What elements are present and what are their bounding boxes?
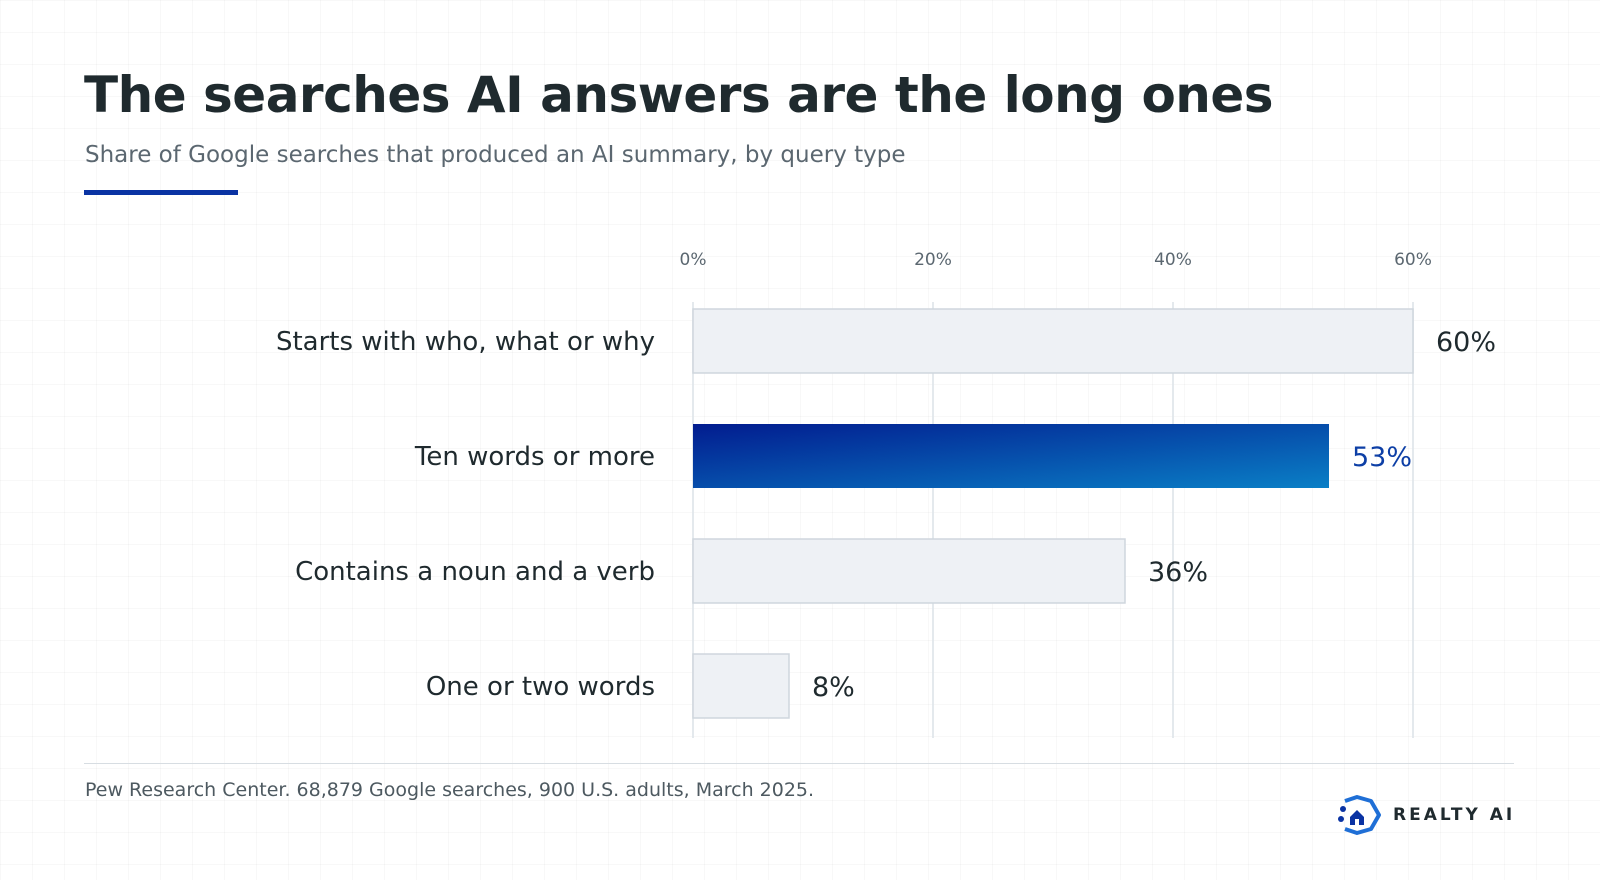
x-axis-ticks: 0% 20% 40% 60% [680, 250, 1432, 270]
bar-starts-with-who-what-or-why [692, 308, 1414, 374]
value-label-contains-a-noun-and-a-verb: 36% [1148, 557, 1208, 588]
category-label-starts-with-who-what-or-why: Starts with who, what or why [276, 327, 655, 357]
category-label-ten-words-or-more: Ten words or more [414, 442, 655, 472]
bar-one-or-two-words [692, 653, 790, 719]
realty-ai-logo-icon [1338, 795, 1381, 835]
title-accent-rule [84, 190, 238, 195]
bar-contains-a-noun-and-a-verb [692, 538, 1126, 604]
value-label-one-or-two-words: 8% [812, 672, 855, 703]
chart-subtitle: Share of Google searches that produced a… [85, 142, 906, 168]
brand: REALTY AI [1337, 795, 1515, 835]
x-tick-label-20: 20% [914, 250, 952, 270]
value-label-ten-words-or-more: 53% [1352, 442, 1412, 473]
x-tick-label-40: 40% [1154, 250, 1192, 270]
x-tick-label-0: 0% [680, 250, 707, 270]
category-label-one-or-two-words: One or two words [426, 672, 655, 702]
bar-ten-words-or-more [693, 424, 1329, 488]
chart-title: The searches AI answers are the long one… [84, 66, 1274, 124]
footer-rule [84, 763, 1514, 764]
bars: Starts with who, what or why 60% Ten words… [276, 308, 1496, 719]
source-note: Pew Research Center. 68,879 Google searc… [85, 779, 815, 801]
category-label-contains-a-noun-and-a-verb: Contains a noun and a verb [295, 557, 655, 587]
x-tick-label-60: 60% [1394, 250, 1432, 270]
gridlines [692, 302, 1414, 738]
bar-chart: 0% 20% 40% 60% Starts with who, what or why… [276, 250, 1496, 738]
value-label-starts-with-who-what-or-why: 60% [1436, 327, 1496, 358]
brand-name: REALTY AI [1393, 805, 1516, 825]
